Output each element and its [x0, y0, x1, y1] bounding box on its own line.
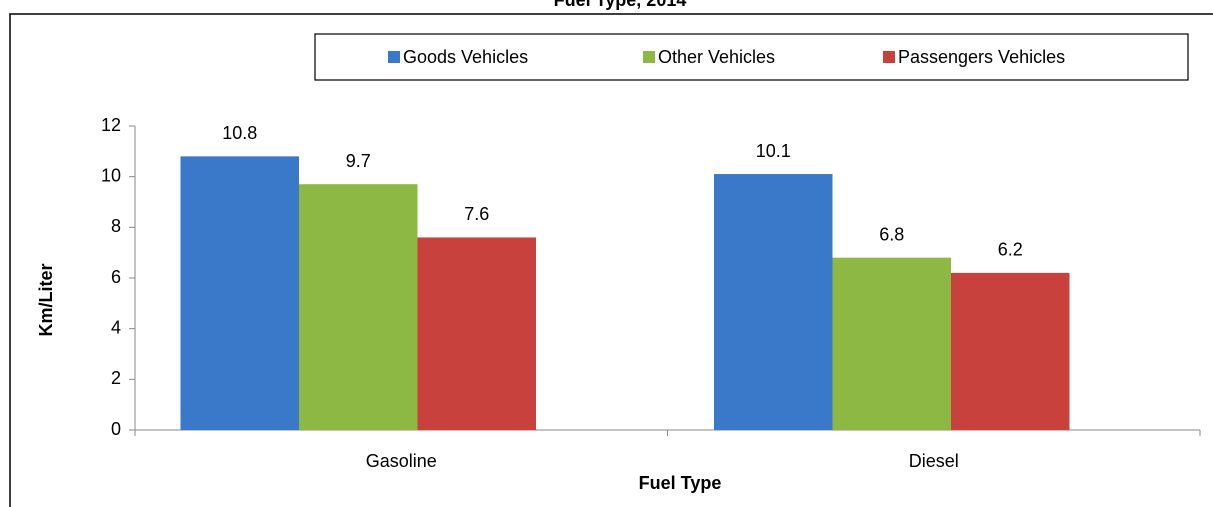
bar-group: [180, 156, 299, 430]
bar-shade: [714, 174, 833, 430]
bar-shade: [951, 272, 1070, 430]
bar-group: [951, 272, 1070, 430]
legend-swatch: [643, 51, 655, 63]
bar-shade: [180, 156, 299, 430]
y-axis-label: Km/Liter: [36, 263, 56, 336]
y-tick-label: 4: [111, 317, 121, 337]
legend-label: Goods Vehicles: [403, 47, 528, 67]
bar-group: [714, 174, 833, 430]
x-tick-label: Diesel: [909, 451, 959, 471]
bar-group: [299, 184, 418, 430]
data-label: 6.2: [998, 240, 1023, 260]
x-axis-label: Fuel Type: [639, 473, 722, 493]
legend-box: [314, 33, 1189, 81]
bar-shade: [832, 257, 951, 430]
x-tick-label: Gasoline: [366, 451, 437, 471]
data-label: 9.7: [346, 151, 371, 171]
y-tick-label: 2: [111, 368, 121, 388]
data-label: 6.8: [879, 224, 904, 244]
legend-swatch: [883, 51, 895, 63]
y-tick-label: 12: [101, 115, 121, 135]
data-label: 10.8: [222, 123, 257, 143]
y-tick-label: 10: [101, 165, 121, 185]
bar-group: [417, 237, 536, 430]
data-label: 7.6: [464, 204, 489, 224]
legend-label: Other Vehicles: [658, 47, 775, 67]
y-tick-label: 0: [111, 419, 121, 439]
y-tick-label: 8: [111, 216, 121, 236]
y-tick-label: 6: [111, 267, 121, 287]
legend-swatch: [388, 51, 400, 63]
chart-title: Fuel Type, 2014: [554, 0, 687, 10]
legend-label: Passengers Vehicles: [898, 47, 1065, 67]
bar-shade: [417, 237, 536, 430]
bar-group: [832, 257, 951, 430]
bar-shade: [299, 184, 418, 430]
data-label: 10.1: [756, 141, 791, 161]
